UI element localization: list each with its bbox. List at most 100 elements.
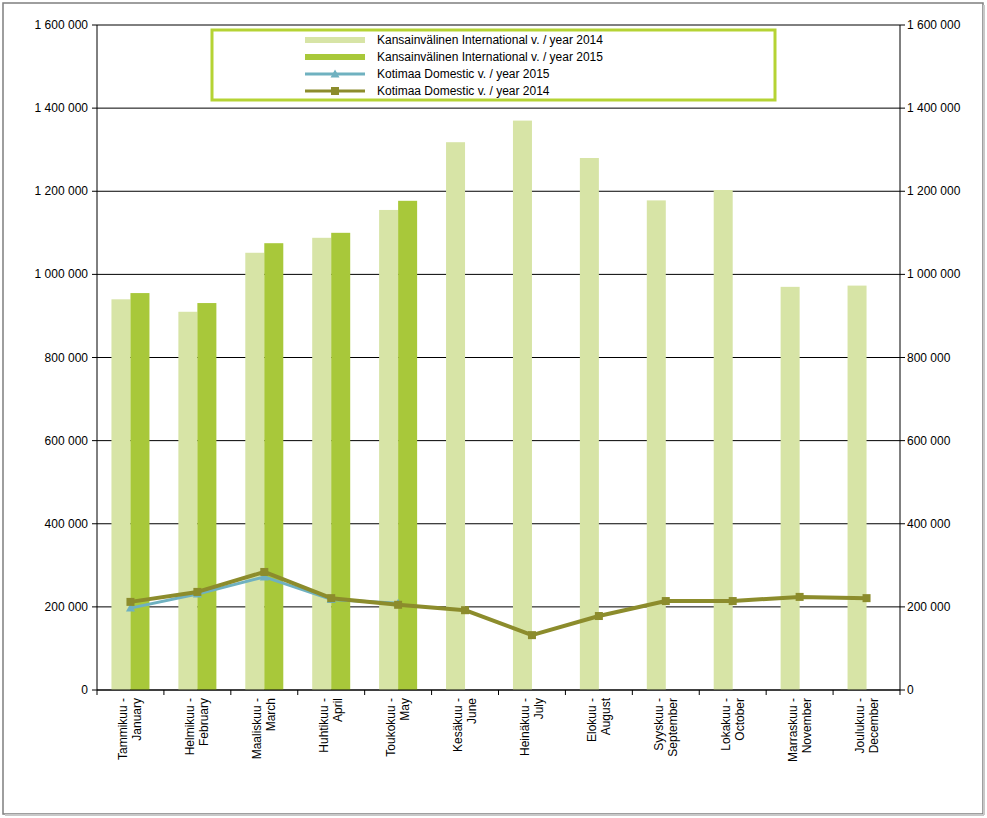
y-tick-label: 200 000 <box>45 600 89 614</box>
bar <box>197 303 216 690</box>
tick-mark <box>92 690 97 691</box>
x-tick-label-line: Joulukuu - <box>853 698 867 753</box>
x-tick-label-line: June <box>465 698 479 724</box>
grid-line <box>97 440 900 441</box>
bar <box>580 158 599 690</box>
x-tick-mark <box>297 690 298 695</box>
x-tick-label-line: Helmikuu - <box>183 698 197 755</box>
legend-swatch <box>305 54 365 60</box>
x-tick-mark <box>364 690 365 695</box>
y-tick-label: 400 000 <box>45 517 89 531</box>
tick-mark <box>92 440 97 441</box>
bar <box>130 293 149 690</box>
marker <box>863 594 871 602</box>
tick-mark <box>92 25 97 26</box>
marker <box>528 631 536 639</box>
x-tick-label-line: Kesäkuu - <box>451 698 465 752</box>
x-tick-label-line: February <box>197 698 211 746</box>
tick-mark <box>92 523 97 524</box>
chart: 00200 000200 000400 000400 000600 000600… <box>0 0 987 818</box>
plot-area <box>111 121 870 690</box>
y-tick-label: 1 400 000 <box>35 101 89 115</box>
x-tick-label: Huhtikuu -April <box>317 698 345 753</box>
bar <box>111 299 130 690</box>
x-tick-label: Lokakuu -October <box>719 698 747 751</box>
bar <box>245 253 264 690</box>
y2-tick-label: 1 600 000 <box>907 18 961 32</box>
line <box>130 577 398 608</box>
tick-mark <box>900 357 905 358</box>
tick-mark <box>900 191 905 192</box>
x-tick-mark <box>163 690 164 695</box>
x-tick-mark <box>230 690 231 695</box>
x-tick-mark <box>431 690 432 695</box>
bar <box>312 238 331 690</box>
marker <box>260 568 268 576</box>
x-tick-mark <box>900 690 901 695</box>
x-tick-label-line: March <box>264 698 278 731</box>
bar <box>264 243 283 690</box>
bar <box>398 201 417 690</box>
marker <box>126 598 134 606</box>
legend-label: Kotimaa Domestic v. / year 2015 <box>377 67 550 81</box>
tick-mark <box>900 108 905 109</box>
bar <box>331 233 350 690</box>
y2-tick-label: 1 000 000 <box>907 267 961 281</box>
tick-mark <box>92 274 97 275</box>
tick-mark <box>900 25 905 26</box>
y2-tick-label: 800 000 <box>907 351 951 365</box>
marker <box>595 612 603 620</box>
x-tick-label: Syyskuu -September <box>652 698 680 757</box>
grid-line <box>97 108 900 109</box>
legend-swatch <box>305 37 365 43</box>
legend-label: Kansainvälinen International v. / year 2… <box>377 33 603 47</box>
x-tick-label: Elokuu -August <box>585 697 613 742</box>
y2-tick-label: 400 000 <box>907 517 951 531</box>
outer-frame <box>3 3 983 814</box>
grid-line <box>97 274 900 275</box>
marker <box>193 588 201 596</box>
marker <box>729 597 737 605</box>
grid-line <box>97 25 900 26</box>
x-tick-label-line: May <box>398 698 412 721</box>
x-tick-mark <box>833 690 834 695</box>
marker <box>394 601 402 609</box>
x-tick-label-line: April <box>331 698 345 722</box>
y-tick-label: 1 200 000 <box>35 184 89 198</box>
x-tick-label-line: October <box>733 698 747 741</box>
bar <box>178 312 197 690</box>
y2-tick-label: 0 <box>907 683 914 697</box>
x-tick-label-line: December <box>867 698 881 753</box>
x-tick-label-line: Huhtikuu - <box>317 698 331 753</box>
bar <box>379 210 398 690</box>
bar <box>781 287 800 690</box>
legend-marker <box>331 70 340 78</box>
x-tick-label-line: Tammikuu - <box>116 698 130 760</box>
y-tick-label: 0 <box>81 683 88 697</box>
x-tick-label: Kesäkuu -June <box>451 698 479 752</box>
frame-shadow <box>983 5 985 815</box>
y2-tick-label: 600 000 <box>907 434 951 448</box>
x-tick-label-line: Elokuu - <box>585 698 599 742</box>
y2-tick-label: 1 200 000 <box>907 184 961 198</box>
x-tick-label: Toukokuu -May <box>384 698 412 757</box>
y-tick-label: 1 600 000 <box>35 18 89 32</box>
x-tick-label-line: Maaliskuu - <box>250 698 264 759</box>
x-tick-mark <box>699 690 700 695</box>
y-tick-label: 600 000 <box>45 434 89 448</box>
x-tick-label-line: Heinäkuu - <box>518 698 532 756</box>
grid-line <box>97 191 900 192</box>
grid-line <box>97 357 900 358</box>
x-tick-label: Marraskuu -November <box>786 698 814 762</box>
tick-mark <box>900 523 905 524</box>
legend-marker <box>331 87 339 95</box>
line <box>130 572 866 635</box>
x-tick-label-line: Marraskuu - <box>786 698 800 762</box>
marker <box>327 594 335 602</box>
x-tick-mark <box>97 690 98 695</box>
x-tick-label-line: Lokakuu - <box>719 698 733 751</box>
marker <box>796 593 804 601</box>
x-tick-mark <box>766 690 767 695</box>
x-tick-mark <box>632 690 633 695</box>
legend-box <box>212 30 775 100</box>
